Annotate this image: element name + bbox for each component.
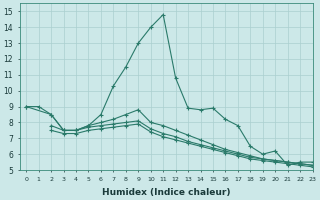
- X-axis label: Humidex (Indice chaleur): Humidex (Indice chaleur): [102, 188, 230, 197]
